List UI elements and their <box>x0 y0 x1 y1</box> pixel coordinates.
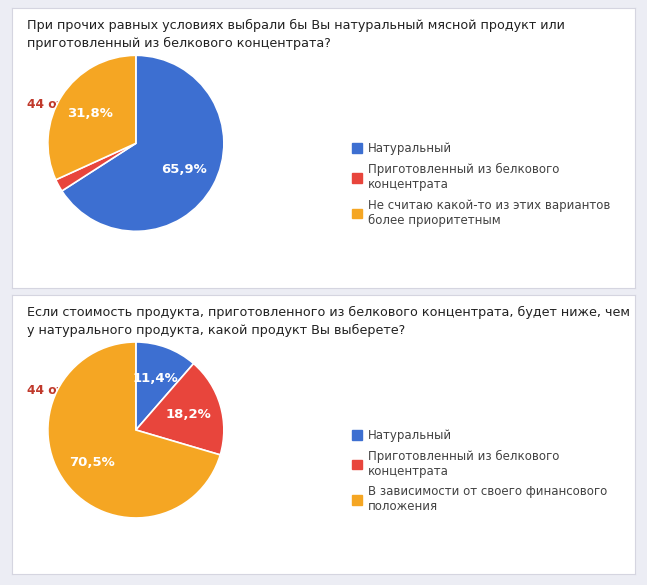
Wedge shape <box>136 363 224 455</box>
Text: 44 ответа: 44 ответа <box>27 98 96 111</box>
Text: При прочих равных условиях выбрали бы Вы натуральный мясной продукт или
приготов: При прочих равных условиях выбрали бы Вы… <box>27 19 565 50</box>
Legend: Натуральный, Приготовленный из белкового
концентрата, В зависимости от своего фи: Натуральный, Приготовленный из белкового… <box>348 425 611 517</box>
Wedge shape <box>48 56 136 180</box>
Text: 11,4%: 11,4% <box>132 373 178 386</box>
Text: 44 ответа: 44 ответа <box>27 384 96 397</box>
Wedge shape <box>48 342 220 518</box>
Text: 31,8%: 31,8% <box>67 107 113 121</box>
Wedge shape <box>56 143 136 191</box>
Wedge shape <box>136 342 193 430</box>
Text: 65,9%: 65,9% <box>161 163 206 176</box>
Legend: Натуральный, Приготовленный из белкового
концентрата, Не считаю какой-то из этих: Натуральный, Приготовленный из белкового… <box>348 139 614 230</box>
Text: 18,2%: 18,2% <box>166 408 211 421</box>
Text: 70,5%: 70,5% <box>69 456 115 469</box>
Wedge shape <box>62 56 224 231</box>
Text: Если стоимость продукта, приготовленного из белкового концентрата, будет ниже, ч: Если стоимость продукта, приготовленного… <box>27 306 630 337</box>
